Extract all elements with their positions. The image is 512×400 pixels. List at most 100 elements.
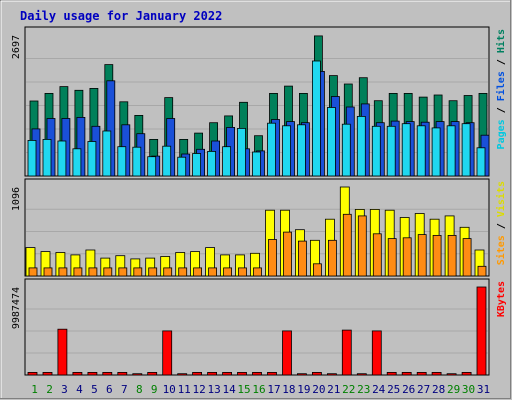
bar-kbytes-18	[282, 330, 292, 376]
legend-top: Pages / Files / Hits	[495, 29, 507, 149]
bar-pages-12	[192, 153, 202, 177]
bar-sites-13	[208, 267, 218, 277]
x-tick-label-21: 21	[327, 383, 340, 396]
bars-middle	[25, 186, 487, 277]
bar-sites-9	[148, 267, 158, 277]
bar-sites-23	[357, 215, 367, 277]
panel-bottom: 9987474 KBytes	[11, 278, 507, 376]
bar-kbytes-24	[371, 330, 382, 376]
x-tick-label-18: 18	[282, 383, 295, 396]
y-scale-label: 9987474	[11, 287, 22, 329]
x-tick-label-8: 8	[136, 383, 143, 396]
bar-sites-4	[73, 267, 83, 277]
chart-title: Daily usage for January 2022	[20, 9, 222, 23]
bar-sites-20	[312, 263, 322, 277]
legend-text: KBytes	[496, 281, 507, 317]
bar-kbytes-17	[267, 371, 277, 376]
bar-sites-28	[432, 234, 442, 277]
y-scale-label: 2697	[11, 35, 22, 59]
legend-text: Files	[495, 71, 507, 101]
bar-sites-22	[342, 213, 352, 277]
bar-kbytes-29	[446, 373, 457, 376]
legend-text: /	[496, 53, 507, 71]
bar-pages-16	[252, 151, 261, 177]
bar-kbytes-22	[341, 329, 352, 376]
x-tick-label-19: 19	[297, 383, 310, 396]
x-tick-label-1: 1	[31, 383, 38, 396]
bar-kbytes-20	[311, 371, 322, 376]
x-tick-label-2: 2	[46, 383, 53, 396]
bar-kbytes-3	[57, 328, 68, 376]
bar-kbytes-1	[27, 371, 38, 376]
bar-pages-14	[222, 146, 232, 177]
y-scale-label: 1096	[11, 187, 22, 211]
bar-kbytes-31	[476, 286, 487, 376]
bar-sites-14	[223, 267, 233, 277]
legend-middle: Sites / Visits	[495, 181, 507, 265]
legend-bottom: KBytes	[496, 281, 507, 317]
x-tick-label-17: 17	[267, 383, 280, 396]
bars-top	[27, 35, 490, 177]
x-tick-label-14: 14	[222, 383, 236, 396]
x-tick-label-23: 23	[357, 383, 370, 396]
x-tick-label-28: 28	[432, 383, 445, 396]
x-tick-label-30: 30	[462, 383, 475, 396]
bar-pages-1	[27, 139, 37, 177]
panel-middle: 1096 Sites / Visits	[11, 178, 507, 277]
x-tick-label-7: 7	[121, 383, 128, 396]
bar-sites-26	[402, 237, 412, 277]
series-pages	[27, 60, 486, 177]
chart-panels: 2697 Pages / Files / Hits 1096 Sites / Visi…	[11, 26, 507, 376]
bar-pages-7	[117, 146, 127, 177]
bar-kbytes-23	[356, 373, 367, 376]
bar-pages-23	[356, 116, 366, 177]
bar-pages-9	[147, 156, 157, 177]
x-tick-label-25: 25	[387, 383, 400, 396]
bar-pages-17	[267, 122, 276, 177]
bar-sites-6	[103, 267, 113, 277]
bar-kbytes-27	[416, 371, 427, 376]
x-tick-label-4: 4	[76, 383, 83, 396]
bar-pages-21	[326, 107, 336, 177]
bar-pages-29	[446, 125, 456, 177]
panel-frame	[24, 278, 490, 376]
x-tick-label-29: 29	[447, 383, 460, 396]
bar-kbytes-30	[461, 371, 472, 376]
bar-pages-15	[237, 127, 246, 177]
x-tick-label-27: 27	[417, 383, 430, 396]
bar-sites-1	[28, 267, 38, 277]
panel-top: 2697 Pages / Files / Hits	[11, 26, 507, 177]
bar-sites-2	[43, 267, 53, 277]
series-sites	[28, 213, 487, 277]
legend-text: Sites	[495, 235, 507, 265]
bar-pages-22	[341, 123, 351, 177]
x-tick-label-12: 12	[192, 383, 205, 396]
bar-kbytes-14	[222, 371, 233, 376]
bar-pages-13	[207, 150, 217, 177]
bar-kbytes-16	[252, 371, 262, 376]
gridlines	[26, 308, 488, 354]
x-tick-label-26: 26	[402, 383, 415, 396]
bar-pages-31	[476, 147, 486, 177]
bar-kbytes-4	[72, 371, 83, 376]
bar-sites-31	[477, 265, 487, 277]
series-kbytes	[27, 286, 487, 376]
bar-sites-18	[283, 231, 292, 277]
bar-sites-27	[417, 234, 427, 277]
bar-sites-17	[268, 239, 277, 277]
legend-text: Visits	[495, 181, 507, 217]
bar-sites-3	[58, 267, 68, 277]
bar-kbytes-15	[237, 371, 247, 376]
x-tick-label-22: 22	[342, 383, 355, 396]
x-tick-label-11: 11	[178, 383, 191, 396]
bar-pages-30	[461, 123, 471, 177]
bar-sites-19	[297, 240, 307, 277]
bar-pages-4	[72, 148, 82, 177]
bar-kbytes-11	[177, 373, 188, 376]
x-tick-label-6: 6	[106, 383, 113, 396]
x-tick-label-9: 9	[151, 383, 158, 396]
x-tick-label-24: 24	[372, 383, 386, 396]
bar-kbytes-19	[296, 373, 307, 376]
x-tick-label-13: 13	[207, 383, 220, 396]
bar-pages-11	[177, 156, 187, 177]
